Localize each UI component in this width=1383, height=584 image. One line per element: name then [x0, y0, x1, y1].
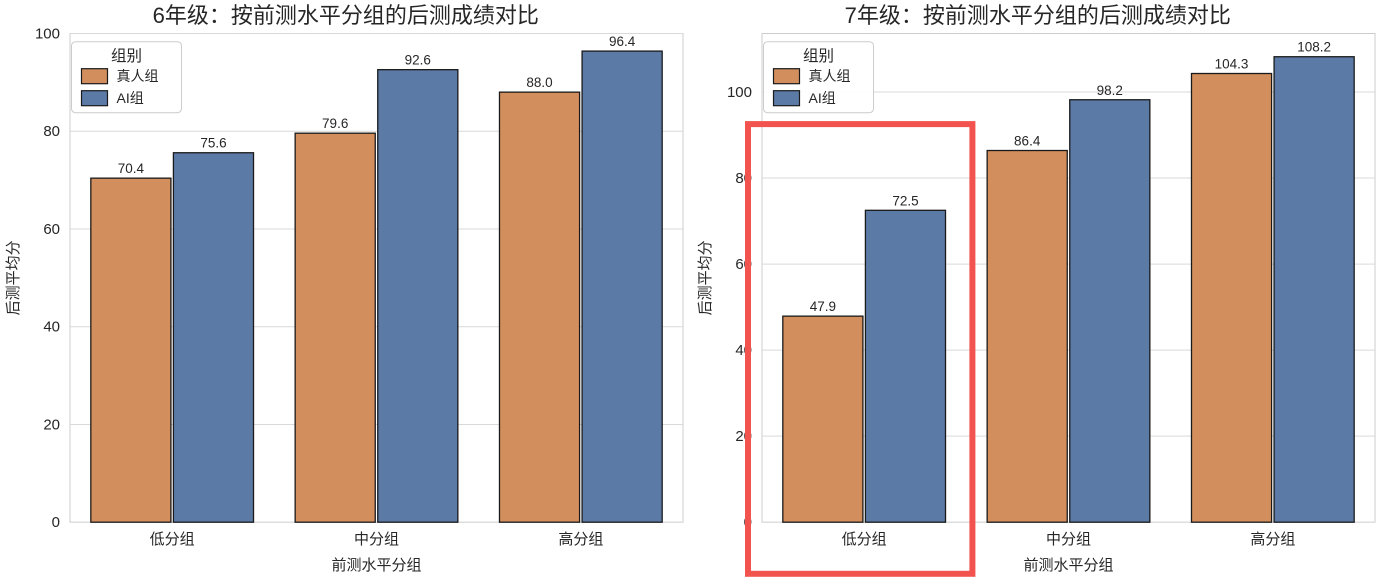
- svg-text:70.4: 70.4: [118, 161, 145, 176]
- svg-text:低分组: 低分组: [841, 531, 886, 548]
- svg-text:108.2: 108.2: [1297, 40, 1331, 55]
- svg-text:98.2: 98.2: [1096, 83, 1122, 98]
- svg-text:真人组: 真人组: [808, 68, 850, 84]
- svg-text:后测平均分: 后测平均分: [697, 240, 714, 315]
- svg-text:中分组: 中分组: [1045, 531, 1090, 548]
- svg-text:72.5: 72.5: [892, 193, 918, 208]
- svg-text:组别: 组别: [111, 47, 142, 65]
- svg-text:7年级：按前测水平分组的后测成绩对比: 7年级：按前测水平分组的后测成绩对比: [844, 3, 1230, 28]
- svg-text:80: 80: [43, 123, 60, 140]
- svg-text:96.4: 96.4: [609, 34, 636, 49]
- svg-text:100: 100: [35, 26, 60, 43]
- svg-text:47.9: 47.9: [809, 299, 835, 314]
- svg-text:104.3: 104.3: [1214, 57, 1248, 72]
- svg-text:AI组: AI组: [117, 90, 144, 106]
- svg-text:真人组: 真人组: [117, 68, 159, 84]
- svg-text:组别: 组别: [802, 47, 833, 65]
- svg-text:高分组: 高分组: [558, 531, 603, 548]
- svg-text:75.6: 75.6: [200, 136, 226, 151]
- svg-text:高分组: 高分组: [1250, 531, 1295, 548]
- svg-text:0: 0: [52, 514, 60, 531]
- svg-text:AI组: AI组: [808, 90, 835, 106]
- svg-text:40: 40: [43, 319, 60, 336]
- svg-text:20: 20: [43, 416, 60, 433]
- svg-text:60: 60: [43, 221, 60, 238]
- svg-text:88.0: 88.0: [526, 75, 552, 90]
- svg-text:前测水平分组: 前测水平分组: [1023, 557, 1113, 574]
- svg-text:前测水平分组: 前测水平分组: [331, 557, 421, 574]
- svg-text:100: 100: [726, 84, 751, 101]
- svg-text:后测平均分: 后测平均分: [5, 240, 22, 315]
- svg-text:中分组: 中分组: [354, 531, 399, 548]
- svg-text:86.4: 86.4: [1014, 134, 1041, 149]
- svg-text:79.6: 79.6: [322, 116, 348, 131]
- svg-text:92.6: 92.6: [405, 53, 431, 68]
- svg-text:低分组: 低分组: [150, 531, 195, 548]
- svg-text:6年级：按前测水平分组的后测成绩对比: 6年级：按前测水平分组的后测成绩对比: [153, 3, 539, 28]
